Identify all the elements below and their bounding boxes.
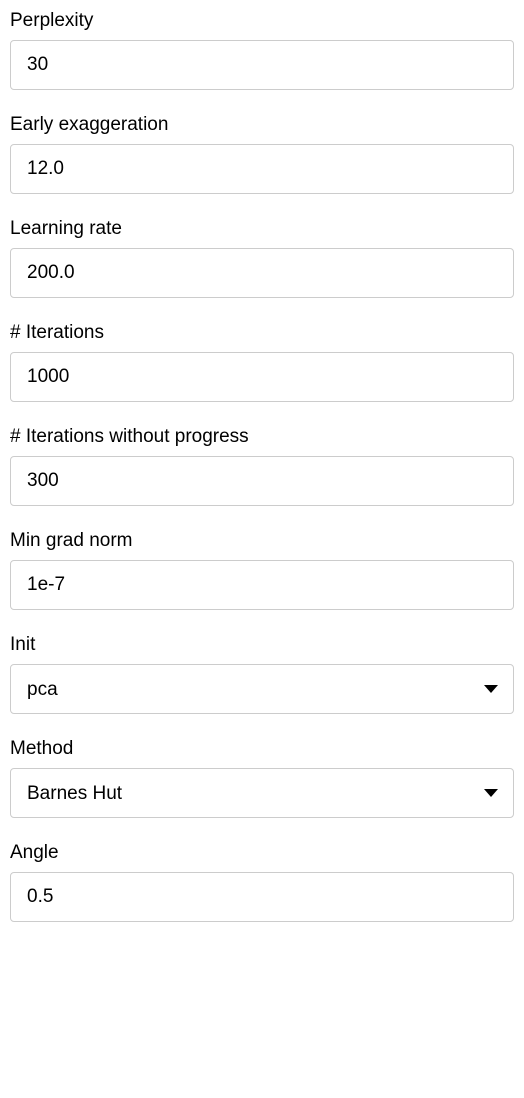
angle-label: Angle	[10, 842, 514, 864]
method-label: Method	[10, 738, 514, 760]
init-select-wrapper: pca	[10, 664, 514, 714]
learning-rate-field: Learning rate	[10, 218, 514, 298]
early-exaggeration-field: Early exaggeration	[10, 114, 514, 194]
init-select[interactable]: pca	[10, 664, 514, 714]
angle-field: Angle	[10, 842, 514, 922]
min-grad-norm-label: Min grad norm	[10, 530, 514, 552]
iterations-no-progress-label: # Iterations without progress	[10, 426, 514, 448]
perplexity-label: Perplexity	[10, 10, 514, 32]
early-exaggeration-label: Early exaggeration	[10, 114, 514, 136]
iterations-no-progress-input[interactable]	[10, 456, 514, 506]
iterations-no-progress-field: # Iterations without progress	[10, 426, 514, 506]
learning-rate-input[interactable]	[10, 248, 514, 298]
learning-rate-label: Learning rate	[10, 218, 514, 240]
iterations-input[interactable]	[10, 352, 514, 402]
iterations-label: # Iterations	[10, 322, 514, 344]
method-select[interactable]: Barnes Hut	[10, 768, 514, 818]
perplexity-input[interactable]	[10, 40, 514, 90]
method-select-wrapper: Barnes Hut	[10, 768, 514, 818]
init-label: Init	[10, 634, 514, 656]
early-exaggeration-input[interactable]	[10, 144, 514, 194]
min-grad-norm-field: Min grad norm	[10, 530, 514, 610]
method-field: Method Barnes Hut	[10, 738, 514, 818]
init-field: Init pca	[10, 634, 514, 714]
min-grad-norm-input[interactable]	[10, 560, 514, 610]
iterations-field: # Iterations	[10, 322, 514, 402]
perplexity-field: Perplexity	[10, 10, 514, 90]
angle-input[interactable]	[10, 872, 514, 922]
